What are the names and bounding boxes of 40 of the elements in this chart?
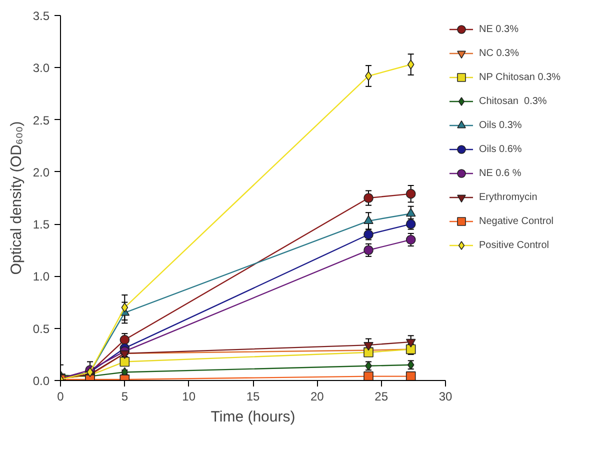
- legend-label: NC 0.3%: [479, 48, 520, 58]
- y-tick-label: 1.0: [32, 270, 50, 284]
- y-tick-label: 1.5: [32, 218, 50, 232]
- legend-label: Chitosan 0.3%: [479, 96, 547, 106]
- legend-label: NE 0.6 %: [479, 168, 522, 178]
- legend-label: NE 0.3%: [479, 24, 518, 34]
- y-tick-label: 3.5: [32, 9, 50, 23]
- legend-label: Negative Control: [479, 216, 554, 226]
- y-tick-label: 2.5: [32, 113, 50, 128]
- point: [120, 334, 130, 345]
- x-tick-label: 30: [438, 390, 452, 404]
- x-axis-title: Time (hours): [210, 408, 296, 426]
- x-tick-label: 15: [246, 390, 260, 404]
- point: [364, 371, 374, 380]
- point: [406, 338, 416, 348]
- y-tick-label: 0.5: [32, 322, 50, 336]
- point: [365, 71, 372, 81]
- point: [406, 371, 416, 380]
- legend-label: Erythromycin: [479, 192, 538, 202]
- point: [406, 208, 416, 217]
- x-tick-label: 0: [57, 390, 64, 404]
- point: [120, 356, 130, 367]
- y-tick-label: 2.0: [32, 165, 50, 180]
- y-tick-label: 3.0: [32, 61, 50, 76]
- point: [364, 215, 374, 224]
- point: [407, 60, 414, 70]
- x-tick-label: 10: [182, 390, 196, 404]
- y-axis-title: Optical density (OD₆₀₀): [8, 121, 25, 275]
- legend-label: NP Chitosan 0.3%: [479, 72, 561, 82]
- legend-label: Positive Control: [479, 240, 550, 250]
- point: [364, 193, 374, 203]
- point: [364, 342, 374, 351]
- point: [406, 234, 416, 245]
- x-tick-label: 25: [374, 390, 388, 404]
- x-tick-label: 20: [310, 390, 324, 404]
- legend-label: Oils 0.6%: [479, 144, 522, 154]
- legend-label: Oils 0.3%: [479, 120, 522, 130]
- point: [406, 188, 416, 199]
- x-tick-label: 5: [121, 390, 128, 404]
- y-tick-label: 0.0: [32, 374, 50, 388]
